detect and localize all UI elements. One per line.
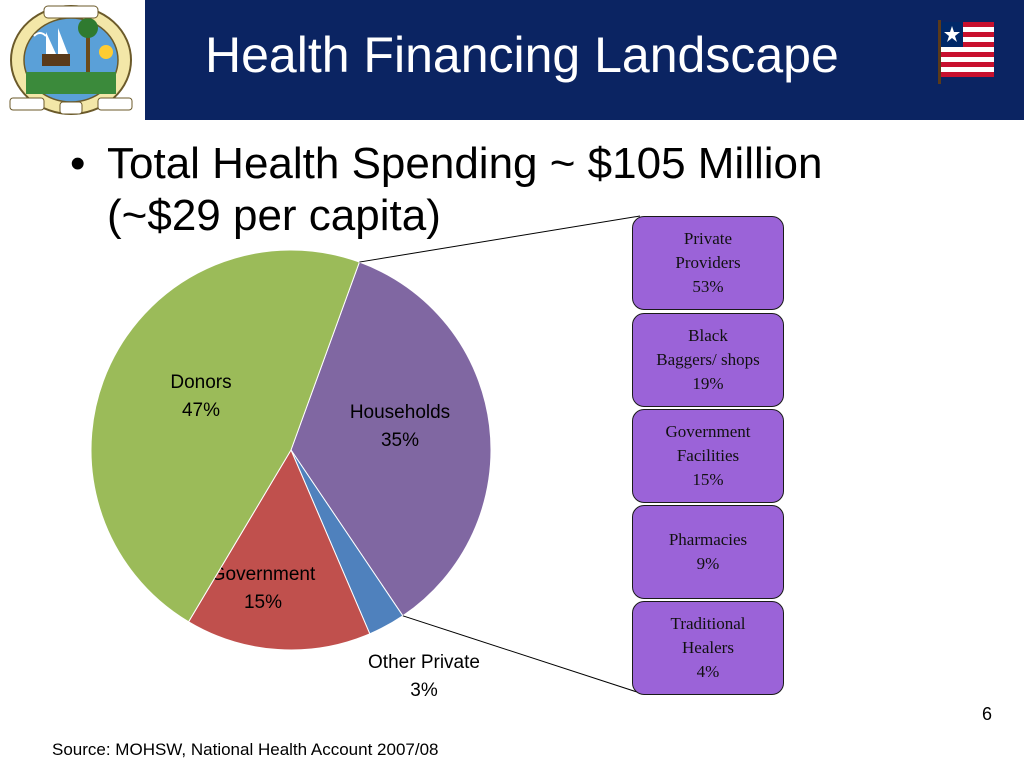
- breakdown-box: Traditional Healers 4%: [632, 601, 784, 695]
- source-note: Source: MOHSW, National Health Account 2…: [52, 740, 439, 759]
- breakdown-line: 4%: [696, 662, 720, 681]
- breakdown-line: 19%: [692, 374, 724, 393]
- breakdown-line: Healers: [682, 638, 734, 657]
- breakdown-line: Providers: [675, 253, 741, 272]
- breakdown-line: 15%: [692, 470, 724, 489]
- breakdown-line: 9%: [696, 554, 720, 573]
- slide-header: Health Financing Landscape: [0, 0, 1024, 120]
- pie-label-government: Government 15%: [211, 564, 316, 613]
- page-title: Health Financing Landscape: [205, 27, 839, 83]
- liberia-seal-icon: [9, 5, 133, 115]
- liberia-flag-icon: [938, 20, 994, 84]
- breakdown-line: Facilities: [676, 446, 740, 465]
- breakdown-line: Government: [665, 422, 751, 441]
- pie-label-other-private: Other Private 3%: [368, 652, 480, 701]
- pie-label-donors: Donors 47%: [170, 372, 231, 421]
- breakdown-box-text: Private Providers 53%: [640, 227, 776, 299]
- breakdown-line: Black: [688, 326, 728, 345]
- breakdown-box: Black Baggers/ shops 19%: [632, 313, 784, 407]
- pie-slice-households: [290, 261, 492, 617]
- page-number: 6: [982, 704, 993, 724]
- breakdown-box-text: Government Facilities 15%: [640, 420, 776, 492]
- breakdown-box: Government Facilities 15%: [632, 409, 784, 503]
- breakdown-box: Private Providers 53%: [632, 216, 784, 310]
- pie-slice-donors: [90, 249, 361, 623]
- pie-slice-government: [187, 448, 371, 651]
- bullet-dot-icon: •: [70, 139, 86, 188]
- breakdown-box-text: Pharmacies 9%: [640, 528, 776, 576]
- connector-line-top: [359, 215, 641, 263]
- bullet-text: Total Health Spending ~ $105 Million (~$…: [107, 139, 823, 240]
- breakdown-line: 53%: [692, 277, 724, 296]
- breakdown-box-text: Black Baggers/ shops 19%: [640, 324, 776, 396]
- connector-line-bottom: [402, 615, 641, 694]
- breakdown-box-text: Traditional Healers 4%: [640, 612, 776, 684]
- breakdown-line: Traditional: [670, 614, 746, 633]
- breakdown-line: Private: [683, 229, 733, 248]
- flag-stripes: [941, 22, 994, 77]
- breakdown-line: Pharmacies: [668, 530, 748, 549]
- breakdown-box: Pharmacies 9%: [632, 505, 784, 599]
- pie-label-households: Households 35%: [350, 402, 450, 451]
- header-band: [145, 0, 1024, 120]
- breakdown-line: Baggers/ shops: [656, 350, 760, 369]
